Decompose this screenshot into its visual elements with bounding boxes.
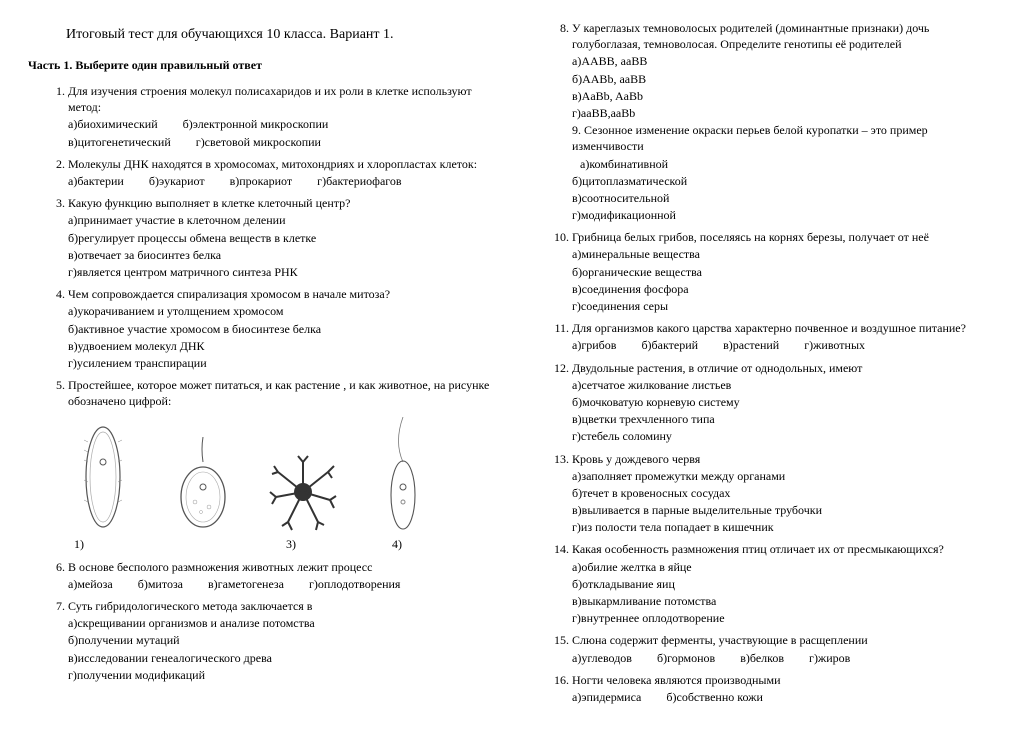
question-16: Ногти человека являются производными а)э… [572,672,996,705]
q2-opt-b: б)эукариот [149,173,205,189]
q9-text: 9. Сезонное изменение окраски перьев бел… [572,122,996,154]
q1-opt-a: а)биохимический [68,116,158,132]
q13-opt-a: а)заполняет промежутки между органами [572,468,996,484]
q15-text: Слюна содержит ферменты, участвующие в р… [572,632,996,648]
q13-opt-c: в)выливается в парные выделительные труб… [572,502,996,518]
question-13: Кровь у дождевого червя а)заполняет пром… [572,451,996,536]
q11-opt-d: г)животных [804,337,865,353]
q6-opt-b: б)митоза [138,576,183,592]
q2-opt-c: в)прокариот [230,173,293,189]
q3-opt-c: в)отвечает за биосинтез белка [68,247,492,263]
organism-2-icon [173,437,233,532]
q8-opt-d: г)aaBB,aaBb [572,105,996,121]
q14-opt-b: б)откладывание яиц [572,576,996,592]
q8-text: У кареглазых темноволосых родителей (дом… [572,20,996,52]
q6-text: В основе бесполого размножения животных … [68,559,492,575]
q14-text: Какая особенность размножения птиц отлич… [572,541,996,557]
q3-opt-a: а)принимает участие в клеточном делении [68,212,492,228]
q8-opt-c: в)AaBb, AaBb [572,88,996,104]
organism-3-icon [268,452,338,532]
q2-opt-a: а)бактерии [68,173,124,189]
q14-opt-a: а)обилие желтка в яйце [572,559,996,575]
q11-opt-c: в)растений [723,337,779,353]
q15-opt-d: г)жиров [809,650,850,666]
question-7: Суть гибридологического метода заключает… [68,598,492,683]
question-2: Молекулы ДНК находятся в хромосомах, мит… [68,156,492,189]
q4-text: Чем сопровождается спирализация хромосом… [68,286,492,302]
q6-opt-c: в)гаметогенеза [208,576,284,592]
figure-row [68,417,492,532]
q10-opt-c: в)соединения фосфора [572,281,996,297]
section-heading: Часть 1. Выберите один правильный ответ [28,57,492,73]
q5-text: Простейшее, которое может питаться, и ка… [68,377,492,409]
q7-opt-b: б)получении мутаций [68,632,492,648]
q10-opt-d: г)соединения серы [572,298,996,314]
fig-label-3: 3) [280,536,356,552]
q6-opt-d: г)оплодотворения [309,576,400,592]
q1-text: Для изучения строения молекул полисахари… [68,83,492,115]
q15-opt-c: в)белков [740,650,784,666]
fig-label-1: 1) [68,536,144,552]
question-14: Какая особенность размножения птиц отлич… [572,541,996,626]
q13-opt-d: г)из полости тела попадает в кишечник [572,519,996,535]
q9-opt-c: в)соотносительной [572,190,996,206]
organism-4-icon [384,417,422,532]
q2-text: Молекулы ДНК находятся в хромосомах, мит… [68,156,492,172]
q4-opt-b: б)активное участие хромосом в биосинтезе… [68,321,492,337]
doc-title: Итоговый тест для обучающихся 10 класса.… [66,26,492,45]
q3-opt-d: г)является центром матричного синтеза РН… [68,264,492,280]
q9-opt-a: а)комбинативной [580,156,996,172]
q16-opt-b: б)собственно кожи [666,689,763,705]
organism-1-icon [81,422,125,532]
q12-opt-d: г)стебель соломину [572,428,996,444]
question-15: Слюна содержит ферменты, участвующие в р… [572,632,996,665]
q1-opt-d: г)световой микроскопии [196,134,321,150]
q6-opt-a: а)мейоза [68,576,113,592]
q11-opt-b: б)бактерий [641,337,698,353]
q14-opt-d: г)внутреннее оплодотворение [572,610,996,626]
question-4: Чем сопровождается спирализация хромосом… [68,286,492,371]
q10-text: Грибница белых грибов, поселяясь на корн… [572,229,996,245]
question-12: Двудольные растения, в отличие от однодо… [572,360,996,445]
q4-opt-a: а)укорачиванием и утолщением хромосом [68,303,492,319]
q13-text: Кровь у дождевого червя [572,451,996,467]
q7-opt-c: в)исследовании генеалогического древа [68,650,492,666]
q11-text: Для организмов какого царства характерно… [572,320,996,336]
q11-opt-a: а)грибов [572,337,616,353]
q13-opt-b: б)течет в кровеносных сосудах [572,485,996,501]
question-10: Грибница белых грибов, поселяясь на корн… [572,229,996,314]
q10-opt-a: а)минеральные вещества [572,246,996,262]
q3-opt-b: б)регулирует процессы обмена веществ в к… [68,230,492,246]
q8-opt-a: а)AABB, aaBB [572,53,996,69]
fig-label-4: 4) [386,536,462,552]
q12-opt-c: в)цветки трехчленного типа [572,411,996,427]
q3-text: Какую функцию выполняет в клетке клеточн… [68,195,492,211]
question-8: У кареглазых темноволосых родителей (дом… [572,20,996,223]
q1-opt-b: б)электронной микроскопии [183,116,329,132]
question-3: Какую функцию выполняет в клетке клеточн… [68,195,492,280]
question-5: Простейшее, которое может питаться, и ка… [68,377,492,553]
q12-opt-a: а)сетчатое жилкование листьев [572,377,996,393]
q10-opt-b: б)органические вещества [572,264,996,280]
q14-opt-c: в)выкармливание потомства [572,593,996,609]
q12-text: Двудольные растения, в отличие от однодо… [572,360,996,376]
q12-opt-b: б)мочковатую корневую систему [572,394,996,410]
question-6: В основе бесполого размножения животных … [68,559,492,592]
q15-opt-a: а)углеводов [572,650,632,666]
q15-opt-b: б)гормонов [657,650,715,666]
q16-text: Ногти человека являются производными [572,672,996,688]
question-1: Для изучения строения молекул полисахари… [68,83,492,150]
q1-opt-c: в)цитогенетический [68,134,171,150]
q9-opt-d: г)модификационной [572,207,996,223]
q4-opt-d: г)усилением транспирации [68,355,492,371]
q16-opt-a: а)эпидермиса [572,689,641,705]
q4-opt-c: в)удвоением молекул ДНК [68,338,492,354]
question-11: Для организмов какого царства характерно… [572,320,996,353]
q7-text: Суть гибридологического метода заключает… [68,598,492,614]
q8-opt-b: б)AABb, aaBB [572,71,996,87]
q7-opt-d: г)получении модификаций [68,667,492,683]
q9-opt-b: б)цитоплазматической [572,173,996,189]
q2-opt-d: г)бактериофагов [317,173,401,189]
q7-opt-a: а)скрещивании организмов и анализе потом… [68,615,492,631]
